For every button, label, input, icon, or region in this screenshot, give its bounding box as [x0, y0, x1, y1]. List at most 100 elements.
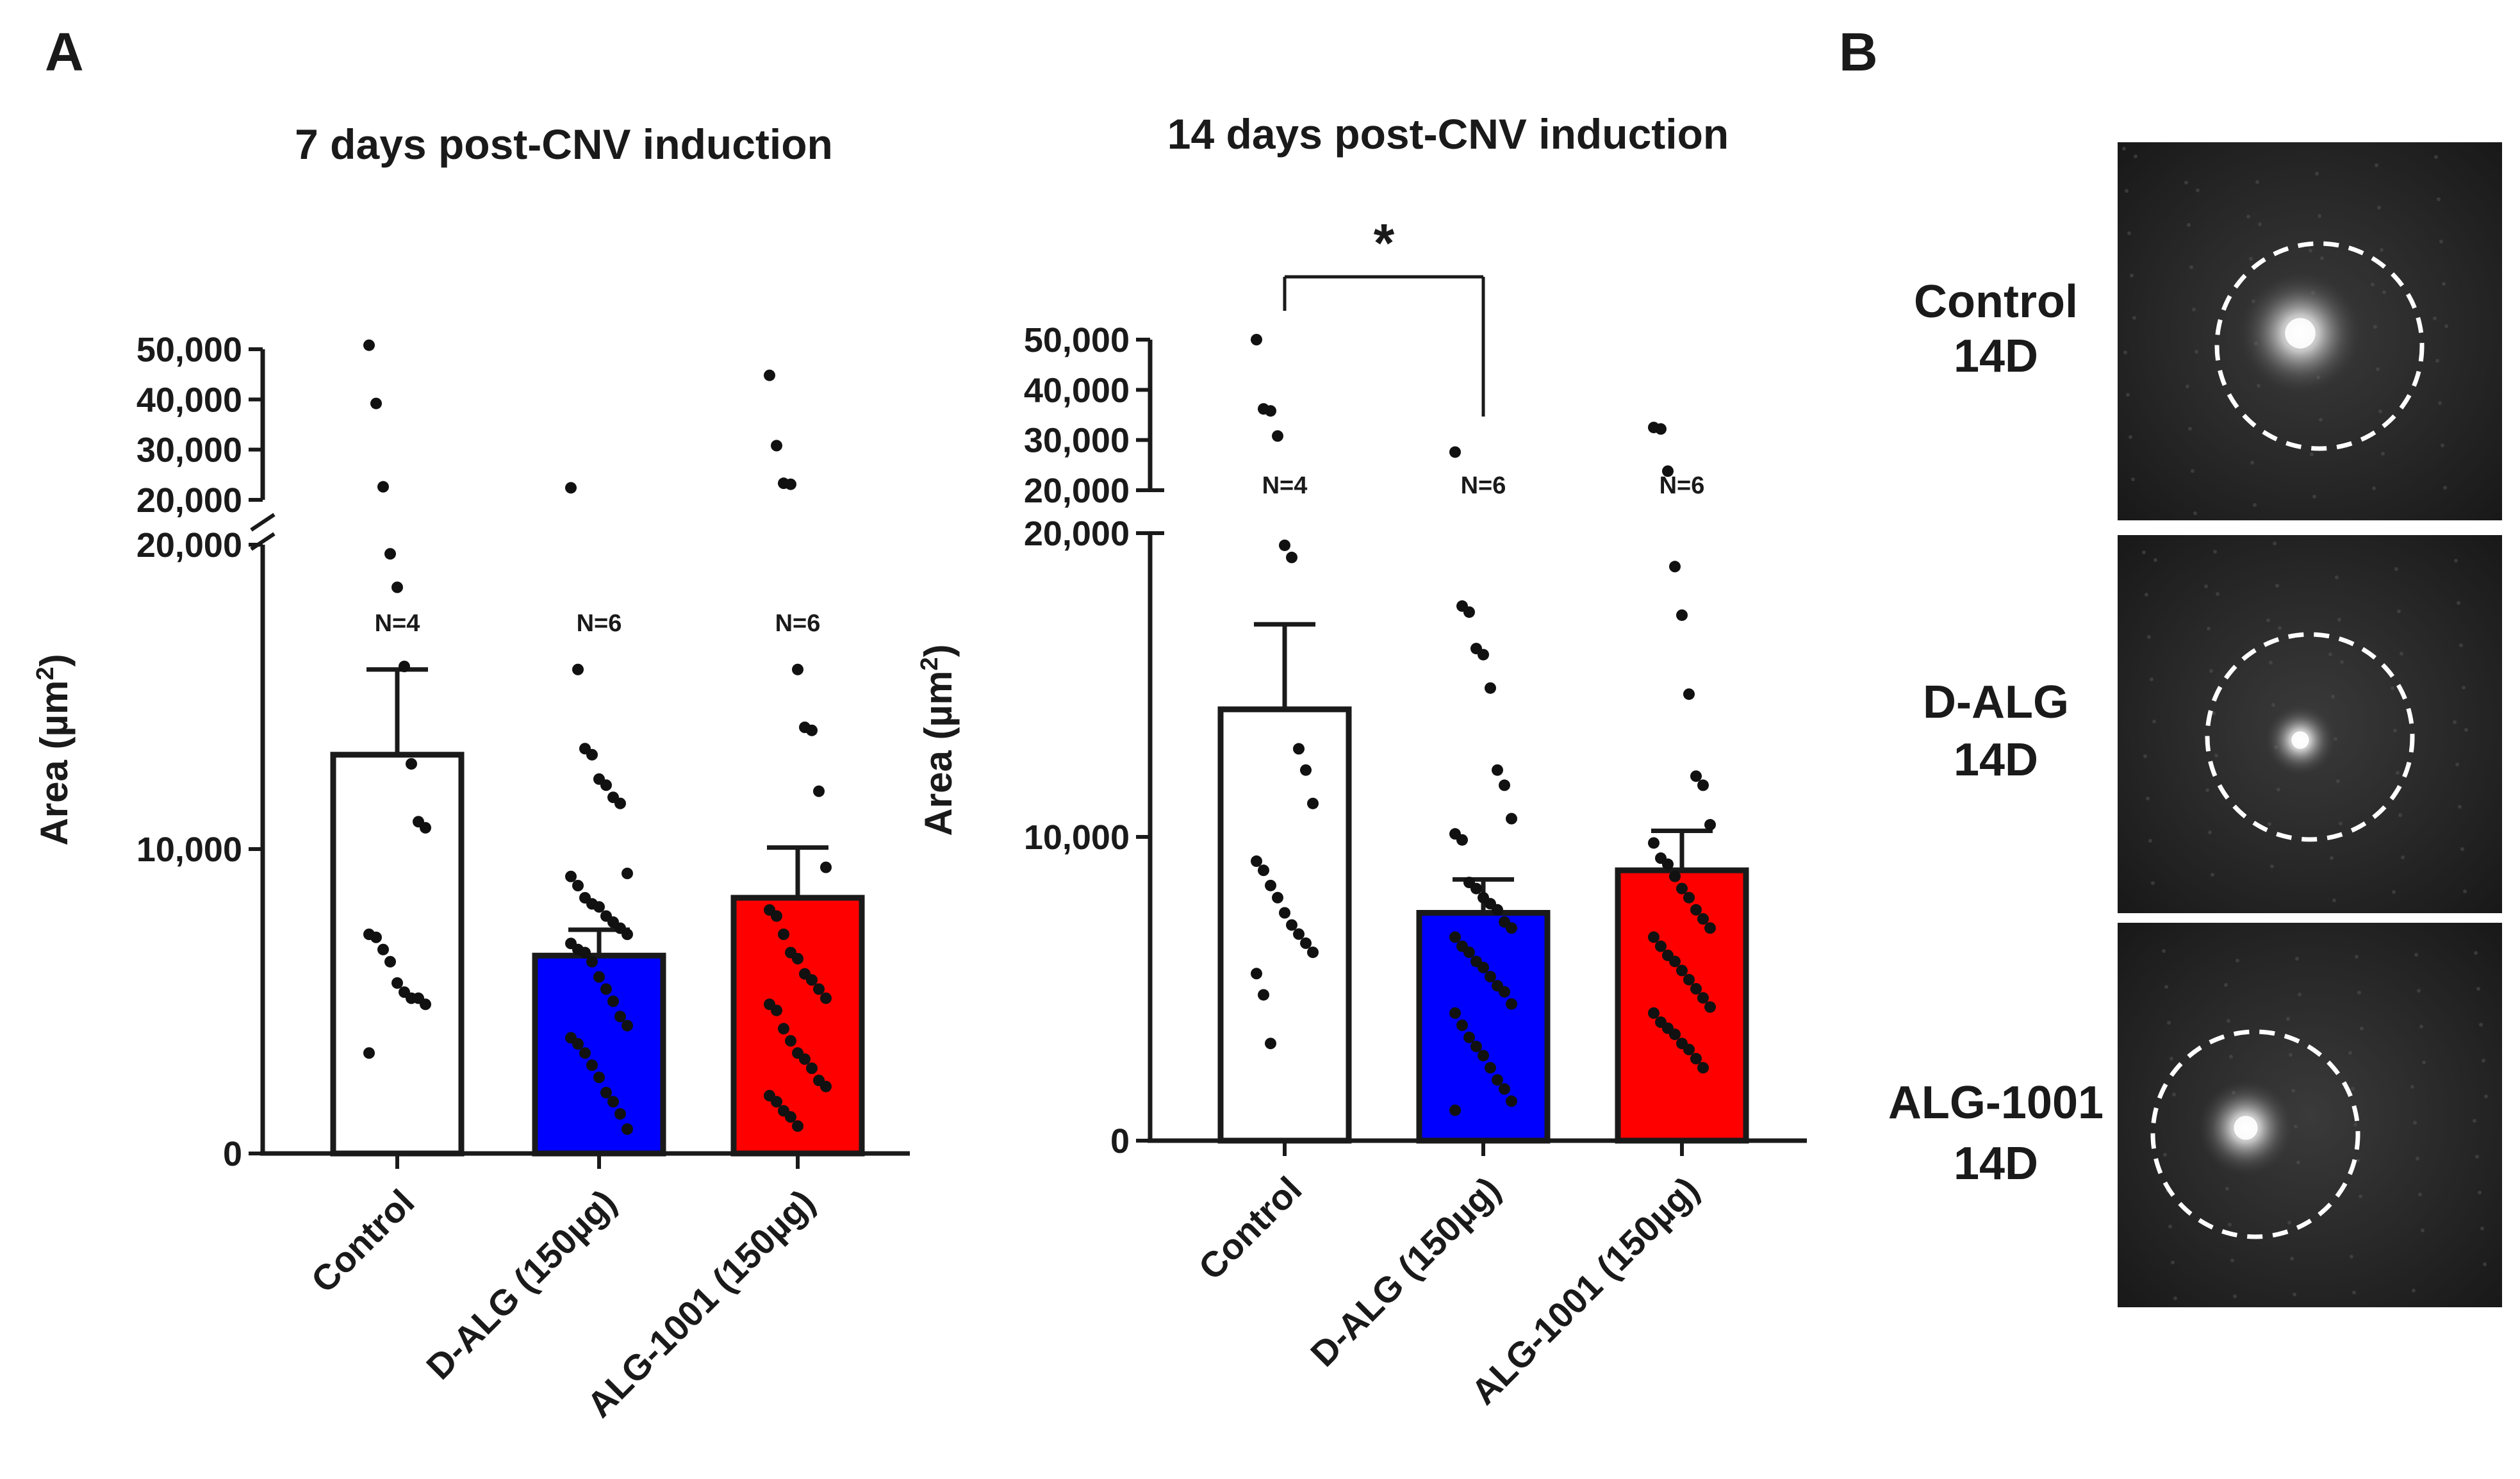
- lesion-outline-circle: [2150, 1029, 2360, 1239]
- data-point: [586, 1059, 598, 1071]
- data-point: [1478, 649, 1489, 661]
- micrograph-speckle: [2295, 957, 2299, 961]
- data-point: [586, 955, 598, 968]
- data-point: [820, 992, 832, 1004]
- micrograph-speckle: [2355, 955, 2359, 959]
- micrograph-speckle: [2246, 215, 2250, 219]
- data-point: [363, 339, 375, 351]
- micrograph-speckle: [2332, 898, 2336, 902]
- data-point: [1690, 1053, 1702, 1065]
- data-point: [1307, 946, 1319, 959]
- data-point: [1300, 937, 1312, 949]
- micrograph-speckle: [2315, 172, 2319, 176]
- micrograph-speckle: [2268, 822, 2271, 826]
- micrograph-speckle: [2413, 1121, 2417, 1125]
- micrograph-speckle: [2192, 308, 2196, 311]
- data-point: [1286, 919, 1297, 931]
- data-point: [384, 955, 396, 968]
- data-point: [1485, 682, 1496, 694]
- bar: [730, 895, 865, 1157]
- data-point: [764, 369, 775, 381]
- data-point: [1492, 764, 1503, 776]
- data-point: [1676, 964, 1688, 977]
- data-point: [622, 868, 633, 879]
- micrograph-speckle: [2291, 1089, 2295, 1093]
- micrograph-speckle: [2438, 401, 2442, 405]
- data-point: [1662, 858, 1674, 870]
- data-point: [1258, 864, 1269, 877]
- micrograph-speckle: [2412, 1289, 2416, 1293]
- micrograph-speckle: [2134, 154, 2137, 158]
- y-tick-label: 50,000: [1024, 321, 1130, 359]
- data-point: [1293, 743, 1305, 755]
- x-category-label: D-ALG (150µg): [1303, 1169, 1508, 1374]
- data-point: [771, 910, 782, 922]
- data-point: [1300, 764, 1312, 776]
- micrograph-speckle: [2417, 989, 2421, 993]
- data-point: [593, 971, 605, 983]
- data-point: [600, 983, 612, 995]
- data-point: [1449, 931, 1461, 943]
- micrograph-speckle: [2271, 703, 2275, 707]
- bar: [1615, 867, 1749, 1144]
- data-point: [813, 983, 825, 995]
- data-point: [391, 581, 403, 593]
- micrograph-speckle: [2400, 652, 2403, 656]
- micrograph-speckle: [2463, 889, 2467, 893]
- micrograph-speckle: [2208, 830, 2212, 834]
- micrograph-speckle: [2433, 317, 2437, 320]
- data-point: [370, 397, 382, 409]
- y-tick-label: 0: [1110, 1122, 1130, 1161]
- y-axis-label-sup: 2: [32, 666, 59, 680]
- data-point: [1704, 819, 1716, 831]
- data-point: [792, 1120, 803, 1132]
- bar: [1217, 706, 1352, 1144]
- data-point: [607, 1096, 619, 1108]
- cnv-lesion-core: [2285, 318, 2316, 349]
- data-point: [1669, 1029, 1681, 1041]
- micrograph-speckle: [2146, 797, 2150, 800]
- micrograph-speckle: [2410, 1085, 2414, 1089]
- micrograph-speckle: [2205, 788, 2209, 792]
- chart-title: 7 days post-CNV induction: [295, 120, 833, 168]
- n-label: N=6: [577, 610, 622, 637]
- y-axis-label: Area (µm2): [916, 644, 960, 836]
- micrograph-speckle: [2352, 1291, 2356, 1294]
- micrograph-speckle: [2482, 1059, 2485, 1062]
- micrograph-speckle: [2381, 452, 2385, 456]
- micrograph-speckle: [2187, 223, 2191, 227]
- micrograph-speckle: [2142, 550, 2146, 554]
- micrograph-speckle: [2145, 593, 2148, 597]
- micrograph-speckle: [2418, 1193, 2422, 1196]
- micrograph-speckle: [2213, 550, 2217, 554]
- y-axis-label-sup: 2: [916, 657, 943, 670]
- data-point: [399, 661, 410, 672]
- data-point: [771, 1096, 782, 1108]
- data-point: [1492, 1074, 1503, 1086]
- data-point: [579, 946, 591, 959]
- micrograph-speckle: [2391, 686, 2394, 690]
- micrograph-speckle: [2211, 873, 2214, 877]
- micrograph-speckle: [2331, 695, 2335, 698]
- data-point: [1704, 922, 1716, 934]
- data-point: [1704, 1001, 1716, 1013]
- micrograph-speckle: [2378, 409, 2382, 413]
- data-point: [778, 929, 789, 940]
- data-point: [1683, 891, 1695, 904]
- y-axis-label-close: ): [33, 654, 76, 666]
- data-point: [1655, 940, 1667, 952]
- group-label-day: 14D: [1954, 331, 2038, 382]
- data-point: [778, 1023, 789, 1035]
- micrograph-speckle: [2454, 559, 2458, 563]
- micrograph-speckle: [2336, 779, 2340, 783]
- data-point: [1676, 882, 1688, 895]
- micrograph-speckle: [2236, 959, 2239, 963]
- data-point: [771, 440, 782, 452]
- micrograph-speckle: [2189, 265, 2193, 269]
- micrograph-speckle: [2214, 754, 2218, 757]
- y-tick-label: 30,000: [1024, 422, 1130, 460]
- panel-b-label: B: [1839, 22, 1878, 82]
- micrograph-speckle: [2328, 652, 2332, 656]
- micrograph-speckle: [2131, 477, 2135, 481]
- data-point: [785, 1035, 796, 1047]
